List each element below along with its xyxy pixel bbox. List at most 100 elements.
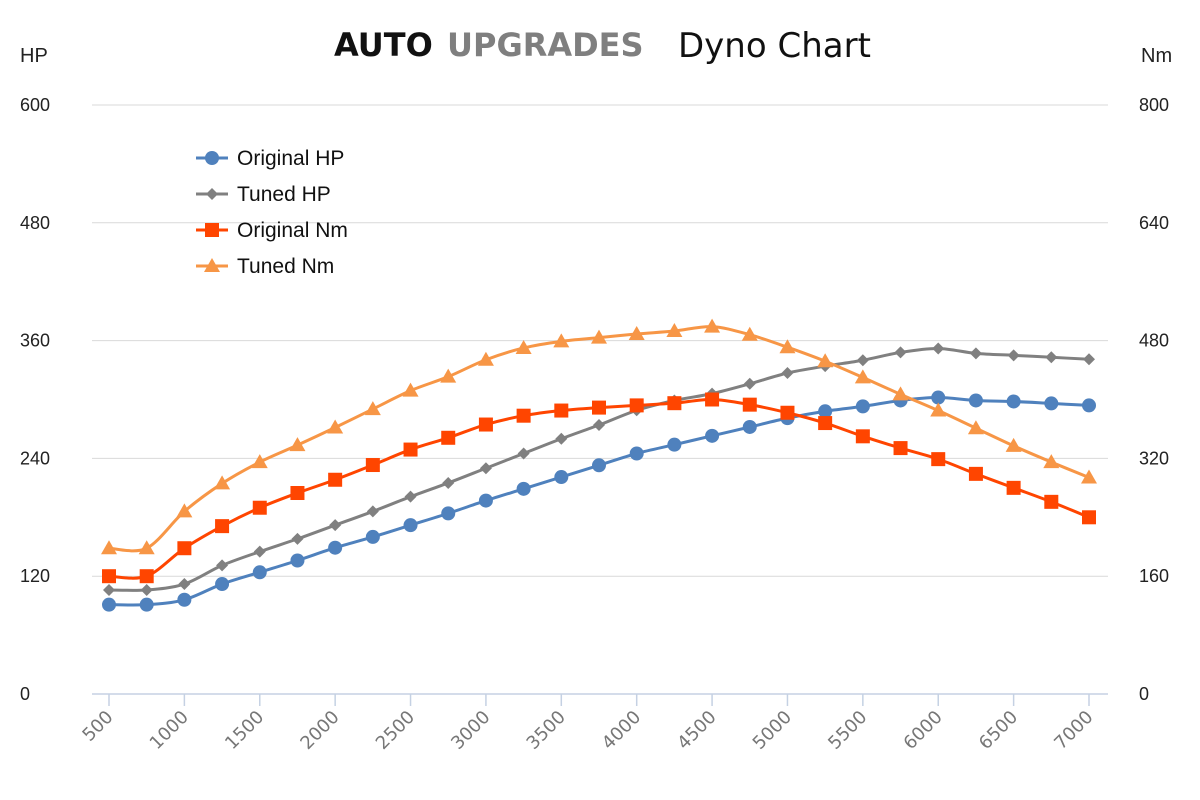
data-point-original-hp (592, 458, 606, 473)
data-point-original-nm (290, 486, 305, 501)
y-tick-right: 320 (1139, 448, 1169, 468)
data-point-tuned-hp (932, 342, 945, 355)
y-tick-left: 240 (20, 448, 50, 468)
legend-item-original-hp[interactable]: Original HP (196, 147, 344, 170)
data-point-original-nm (629, 398, 644, 413)
y-axis-right: 0 160 320 480 640 800 (1139, 95, 1169, 704)
data-point-original-nm (893, 441, 908, 456)
y-tick-right: 160 (1139, 566, 1169, 586)
data-point-original-hp (139, 597, 154, 612)
x-tick-label: 4500 (673, 707, 720, 754)
x-tick-label: 500 (78, 707, 117, 746)
data-point-tuned-hp (216, 559, 229, 572)
data-point-tuned-hp (291, 532, 304, 545)
data-point-original-nm (252, 500, 267, 515)
x-tick-label: 2500 (372, 707, 419, 754)
y-tick-right: 640 (1139, 213, 1169, 233)
data-point-tuned-hp (366, 505, 379, 518)
series-line-tuned-nm (108, 325, 1090, 553)
data-point-original-nm (215, 519, 230, 534)
data-point-original-hp (215, 577, 230, 592)
diamond-marker-icon (206, 188, 218, 200)
data-point-original-nm (667, 396, 682, 411)
data-point-original-nm (931, 452, 946, 467)
data-point-original-nm (177, 541, 192, 556)
data-point-tuned-nm (1043, 454, 1060, 469)
data-point-original-hp (328, 540, 343, 555)
legend-label: Tuned HP (237, 183, 331, 206)
series-original-hp (102, 390, 1096, 612)
data-point-tuned-nm (967, 420, 984, 435)
data-point-original-hp (516, 481, 531, 496)
y-tick-right: 480 (1139, 331, 1169, 351)
data-point-tuned-hp (894, 346, 907, 359)
data-point-tuned-nm (214, 475, 231, 490)
data-point-original-hp (931, 390, 946, 405)
data-point-original-nm (441, 430, 456, 445)
data-point-original-hp (252, 565, 267, 580)
data-point-tuned-nm (176, 503, 193, 518)
data-point-tuned-nm (591, 329, 607, 344)
data-point-tuned-nm (704, 318, 721, 333)
y-tick-left: 360 (20, 331, 50, 351)
data-point-original-hp (1044, 396, 1059, 411)
data-point-original-nm (328, 472, 343, 487)
data-point-original-hp (855, 399, 870, 414)
data-point-tuned-hp (103, 583, 115, 596)
data-point-tuned-nm (477, 351, 494, 366)
data-point-tuned-nm (138, 540, 155, 555)
data-point-tuned-nm (515, 339, 532, 354)
x-tick-label: 1500 (221, 707, 268, 754)
data-point-tuned-nm (817, 353, 834, 368)
data-point-tuned-hp (1083, 353, 1095, 366)
data-point-tuned-hp (1007, 349, 1020, 362)
legend: Original HP Tuned HP Original Nm Tuned Nm (196, 147, 348, 278)
data-point-original-nm (1044, 494, 1059, 509)
y-tick-left: 0 (20, 684, 30, 704)
y-axis-right-label: Nm (1141, 45, 1172, 67)
legend-item-tuned-nm[interactable]: Tuned Nm (196, 255, 334, 278)
y-axis-left-label: HP (20, 45, 48, 67)
legend-item-original-nm[interactable]: Original Nm (196, 219, 348, 242)
data-point-tuned-hp (178, 578, 191, 591)
data-point-tuned-hp (253, 545, 266, 558)
data-point-tuned-nm (364, 401, 381, 416)
data-point-tuned-nm (628, 325, 645, 340)
data-point-tuned-hp (969, 347, 982, 360)
x-tick-label: 4000 (598, 707, 645, 754)
data-point-tuned-hp (781, 366, 794, 379)
y-tick-left: 600 (20, 95, 50, 115)
series-group (101, 318, 1097, 612)
triangle-marker-icon (204, 258, 220, 272)
data-point-original-hp (290, 553, 305, 568)
y-tick-left: 120 (20, 566, 50, 586)
data-point-original-hp (1006, 394, 1021, 409)
data-point-original-nm (365, 458, 380, 473)
x-tick-label: 3000 (447, 707, 494, 754)
y-tick-left: 480 (20, 213, 50, 233)
data-point-original-nm (403, 442, 418, 457)
data-point-original-hp (441, 506, 456, 521)
data-point-tuned-hp (479, 462, 492, 475)
data-point-tuned-hp (593, 419, 605, 432)
data-point-original-hp (365, 529, 380, 544)
y-axis-left: 0 120 240 360 480 600 (20, 95, 50, 704)
legend-label: Original HP (237, 147, 344, 170)
x-tick-label: 5500 (824, 707, 871, 754)
legend-label: Original Nm (237, 219, 348, 242)
data-point-original-hp (102, 597, 116, 612)
x-tick-label: 6000 (900, 707, 947, 754)
brand-auto: AUTO (334, 26, 433, 64)
x-tick-label: 3500 (523, 707, 570, 754)
data-point-original-nm (968, 466, 983, 481)
chart-header: AUTO UPGRADES Dyno Chart (334, 26, 871, 66)
series-original-nm (102, 392, 1096, 584)
legend-item-tuned-hp[interactable]: Tuned HP (196, 183, 331, 206)
data-point-tuned-nm (289, 437, 306, 452)
x-tick-label: 5000 (749, 707, 796, 754)
data-point-tuned-hp (555, 432, 568, 445)
data-point-original-nm (478, 417, 493, 432)
circle-marker-icon (205, 151, 219, 165)
data-point-tuned-hp (856, 354, 869, 367)
